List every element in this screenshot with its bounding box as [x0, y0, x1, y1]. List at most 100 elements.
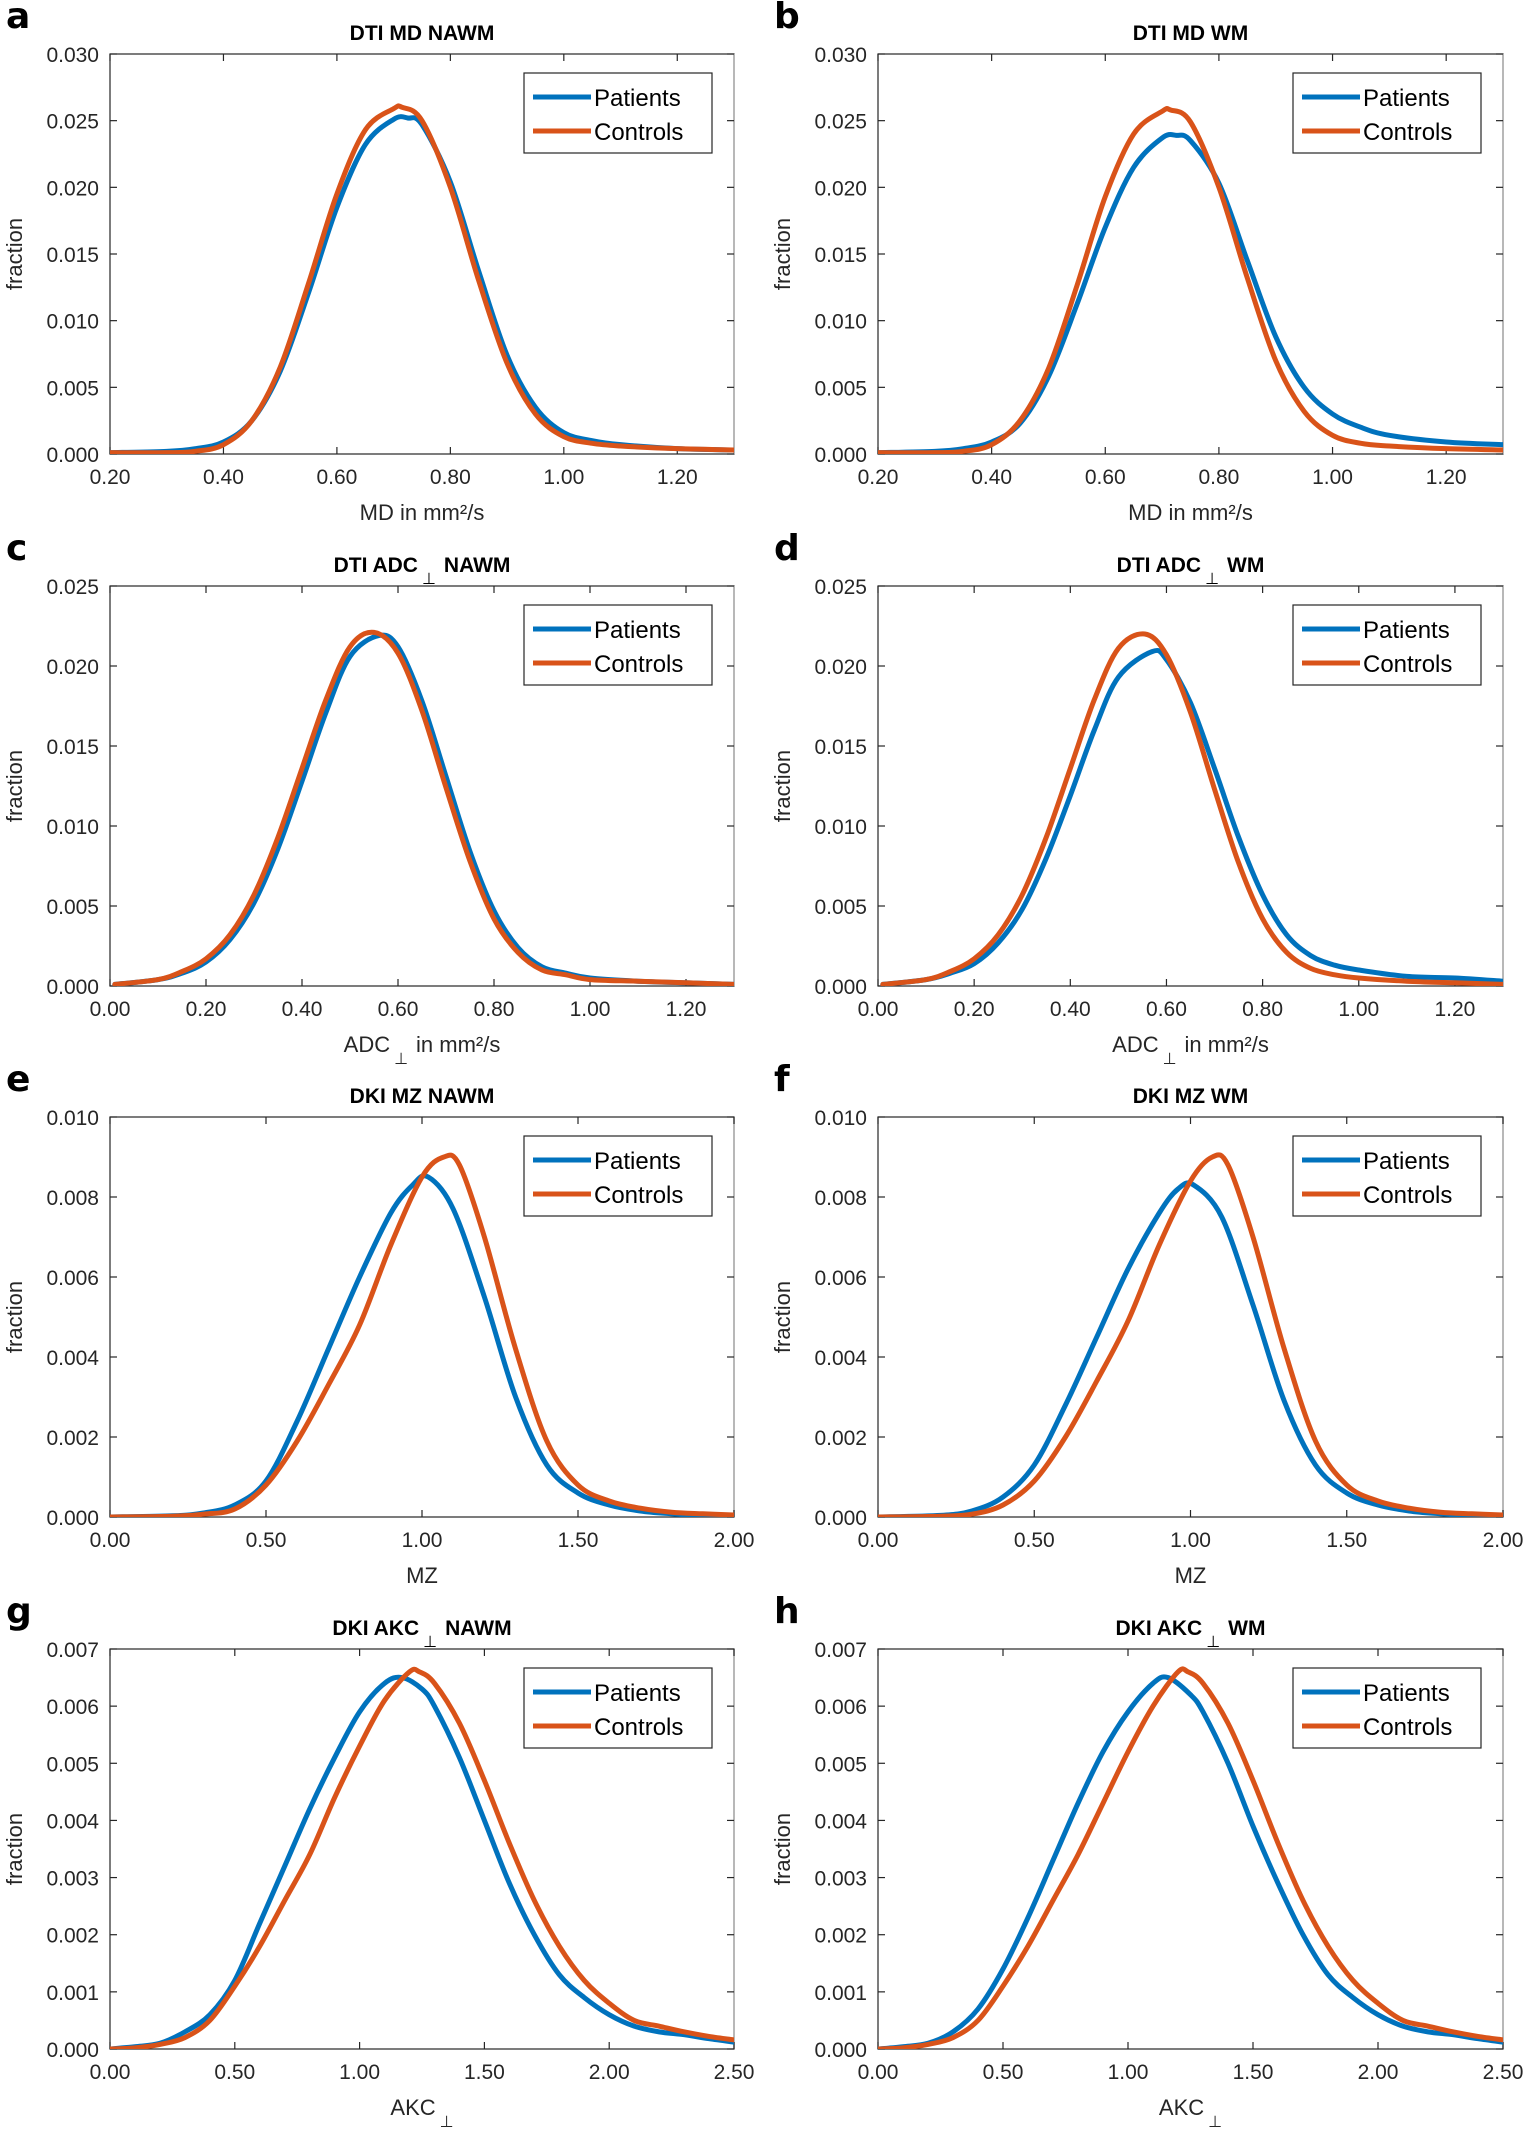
legend-label-patients: Patients: [594, 617, 681, 644]
chart-title-subscript: ⊥: [423, 1632, 437, 1651]
y-tick-label: 0.000: [814, 2039, 867, 2062]
legend-label-patients: Patients: [1363, 1680, 1450, 1707]
legend-box: [1292, 1135, 1482, 1217]
x-tick-label: 0.40: [203, 466, 244, 489]
y-tick-label: 0.007: [814, 1639, 867, 1662]
panel-d: d DTI ADC⊥WM0.00 0.20 0.40 0.60 0.80 1.00 1.200…: [770, 528, 1504, 1068]
y-tick-label: 0.010: [814, 311, 867, 334]
y-tick-label: 0.010: [46, 1107, 99, 1130]
y-tick-label: 0.005: [814, 377, 867, 400]
legend: Patients Controls: [1292, 1135, 1482, 1217]
x-axis-label-main: ADC: [1112, 1032, 1159, 1057]
y-axis-label: fraction: [770, 750, 795, 822]
y-tick-label: 0.007: [46, 1639, 99, 1662]
y-tick-label: 0.005: [46, 896, 99, 919]
y-tick-label: 0.030: [814, 44, 867, 67]
series-line-patients: [878, 1180, 1503, 1517]
x-axis-label: MD in mm²/s: [360, 500, 485, 525]
legend: Patients Controls: [523, 1667, 713, 1749]
x-tick-label: 0.00: [858, 1529, 899, 1552]
legend-box: [1292, 604, 1482, 686]
legend-box: [523, 1667, 713, 1749]
x-tick-label: 0.50: [246, 1529, 287, 1552]
y-tick-label: 0.015: [814, 244, 867, 267]
legend-label-controls: Controls: [594, 651, 683, 678]
y-tick-label: 0.004: [46, 1810, 99, 1833]
legend-label-patients: Patients: [1363, 617, 1450, 644]
y-tick-label: 0.006: [46, 1267, 99, 1290]
legend-label-controls: Controls: [1363, 651, 1452, 678]
x-tick-label: 2.50: [1483, 2061, 1524, 2084]
panel-letter: b: [774, 0, 800, 37]
y-tick-label: 0.015: [46, 736, 99, 759]
x-tick-label: 1.00: [1312, 466, 1353, 489]
panel-letter: c: [6, 528, 27, 569]
chart-title: DTI ADC⊥ NAWM: [334, 554, 511, 588]
legend: Patients Controls: [523, 604, 713, 686]
y-tick-label: 0.000: [814, 976, 867, 999]
x-axis-label-subscript: ⊥: [440, 2112, 454, 2129]
x-tick-label: 1.20: [657, 466, 698, 489]
x-axis-label: MD in mm²/s: [1128, 500, 1253, 525]
x-axis-label-subscript: ⊥: [394, 1049, 408, 1068]
chart-title-suffix: NAWM: [445, 1617, 512, 1640]
y-axis-label: fraction: [770, 218, 795, 290]
panel-letter: d: [774, 528, 800, 569]
x-tick-label: 0.50: [214, 2061, 255, 2084]
y-tick-label: 0.002: [814, 1925, 867, 1948]
x-axis-label-main: MD in mm²/s: [360, 500, 485, 525]
y-tick-label: 0.008: [814, 1187, 867, 1210]
x-axis-label: MZ: [1175, 1563, 1207, 1588]
x-tick-label: 2.00: [589, 2061, 630, 2084]
x-tick-label: 0.60: [1146, 998, 1187, 1021]
x-axis-label: ADC⊥ in mm²/s: [344, 1032, 501, 1068]
x-axis-label: AKC⊥: [390, 2095, 453, 2129]
y-tick-label: 0.004: [46, 1347, 99, 1370]
x-axis-label-subscript: ⊥: [1208, 2112, 1222, 2129]
chart-title-main: DTI ADC: [334, 554, 418, 577]
series-line-controls: [110, 1666, 734, 2049]
y-tick-label: 0.010: [46, 311, 99, 334]
legend: Patients Controls: [523, 1135, 713, 1217]
y-tick-label: 0.006: [46, 1696, 99, 1719]
y-tick-label: 0.003: [46, 1868, 99, 1891]
legend-box: [523, 604, 713, 686]
y-tick-label: 0.025: [46, 576, 99, 599]
y-axis-label: fraction: [2, 1281, 27, 1353]
chart-title: DKI MZ NAWM: [350, 1085, 495, 1108]
chart-title-suffix: WM: [1227, 554, 1264, 577]
x-tick-label: 0.60: [316, 466, 357, 489]
x-tick-label: 1.50: [464, 2061, 505, 2084]
chart-title: DKI AKC⊥ NAWM: [332, 1617, 511, 1651]
x-tick-label: 0.00: [858, 998, 899, 1021]
y-tick-label: 0.010: [814, 816, 867, 839]
x-tick-label: 0.20: [954, 998, 995, 1021]
legend-box: [523, 72, 713, 154]
y-tick-label: 0.005: [814, 896, 867, 919]
chart-title-main: DKI AKC: [1116, 1617, 1203, 1640]
x-tick-label: 0.80: [1198, 466, 1239, 489]
x-axis-label: AKC⊥: [1159, 2095, 1222, 2129]
series-line-patients: [110, 1674, 734, 2049]
x-tick-label: 0.20: [90, 466, 131, 489]
x-tick-label: 2.50: [714, 2061, 755, 2084]
y-tick-label: 0.004: [814, 1347, 867, 1370]
x-tick-label: 2.00: [1483, 1529, 1524, 1552]
series-line-controls: [110, 103, 734, 454]
legend-label-patients: Patients: [1363, 1148, 1450, 1175]
x-tick-label: 0.50: [983, 2061, 1024, 2084]
legend-label-patients: Patients: [594, 1680, 681, 1707]
series-line-controls: [112, 629, 734, 986]
panel-b: b DTI MD WM 0.20 0.40 0.60 0.80 1.00 1.20 0.000 0…: [770, 0, 1504, 525]
panel-letter: g: [6, 1591, 32, 1632]
y-tick-label: 0.010: [46, 816, 99, 839]
x-axis-label-main: MD in mm²/s: [1128, 500, 1253, 525]
chart-title: DTI MD NAWM: [350, 22, 495, 45]
chart-title-main: DKI MZ NAWM: [350, 1085, 495, 1108]
y-tick-label: 0.025: [46, 111, 99, 134]
x-tick-label: 1.50: [1233, 2061, 1274, 2084]
x-axis-label-suffix: in mm²/s: [1185, 1032, 1269, 1057]
x-tick-label: 0.00: [90, 998, 131, 1021]
